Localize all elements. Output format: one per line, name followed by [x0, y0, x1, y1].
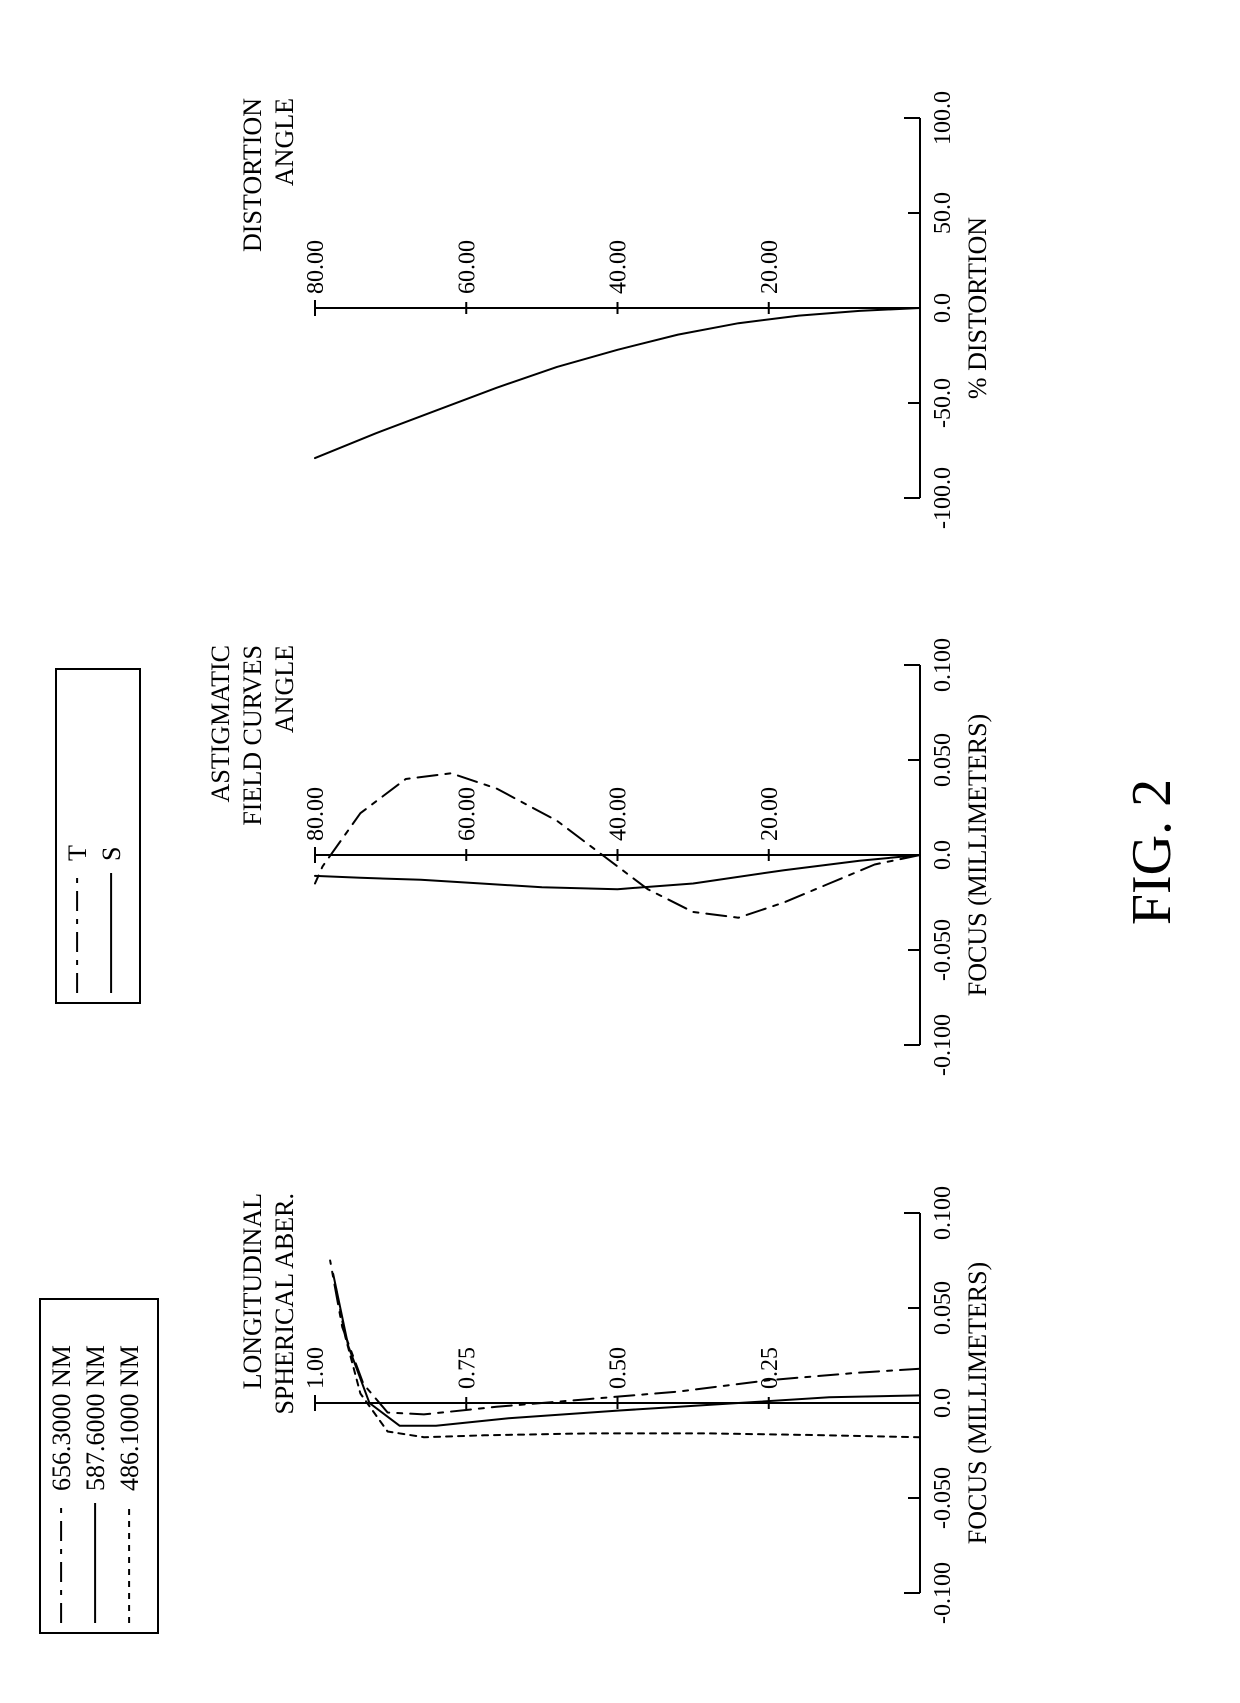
x-axis-label: FOCUS (MILLIMETERS) — [963, 714, 992, 996]
chart-title: DISTORTION — [238, 98, 267, 252]
x-axis-label: FOCUS (MILLIMETERS) — [963, 1262, 992, 1544]
x-tick-label: -0.050 — [930, 919, 956, 981]
series-distortion — [315, 308, 920, 458]
series-656.3000 NM — [330, 1261, 920, 1415]
chart_distortion: DISTORTIONANGLE 80.00 60.00 40.00 20.00 -100.… — [238, 91, 992, 529]
x-tick-label: -50.0 — [930, 378, 956, 428]
x-tick-label: 100.0 — [930, 91, 956, 145]
legend-box — [56, 669, 140, 1003]
legend-label: S — [97, 847, 126, 861]
figure-label: FIG. 2 — [1121, 779, 1183, 925]
rotated-stage: 656.3000 NM587.6000 NM486.1000 NM TS LONGI… — [40, 91, 1183, 1633]
y-tick-label: 60.00 — [454, 240, 480, 294]
x-tick-label: 0.050 — [930, 1281, 956, 1335]
chart_astigmatic: ASTIGMATICFIELD CURVESANGLE 80.00 60.00 40.… — [206, 638, 992, 1076]
y-tick-label: 40.00 — [606, 787, 632, 841]
x-tick-label: 50.0 — [930, 192, 956, 234]
x-tick-label: 0.100 — [930, 1186, 956, 1240]
legend-label: 587.6000 NM — [81, 1345, 110, 1491]
legend: 656.3000 NM587.6000 NM486.1000 NM — [40, 1299, 158, 1633]
x-tick-label: -100.0 — [930, 467, 956, 529]
y-tick-label: 0.25 — [757, 1347, 783, 1389]
figure-2: 656.3000 NM587.6000 NM486.1000 NM TS LONGI… — [0, 0, 1240, 1703]
chart-title: ANGLE — [270, 98, 299, 186]
y-tick-label: 20.00 — [757, 240, 783, 294]
chart-title: LONGITUDINAL — [238, 1193, 267, 1389]
x-tick-label: -0.100 — [930, 1562, 956, 1624]
y-tick-label: 0.50 — [606, 1347, 632, 1389]
x-tick-label: 0.0 — [930, 1388, 956, 1418]
y-tick-label: 40.00 — [606, 240, 632, 294]
y-tick-label: 80.00 — [303, 787, 329, 841]
y-tick-label: 20.00 — [757, 787, 783, 841]
y-tick-label: 0.75 — [454, 1347, 480, 1389]
x-tick-label: 0.100 — [930, 638, 956, 692]
legend-label: 486.1000 NM — [115, 1345, 144, 1491]
legend: TS — [56, 669, 140, 1003]
y-tick-label: 1.00 — [303, 1347, 329, 1389]
x-tick-label: 0.0 — [930, 840, 956, 870]
legend-label: T — [63, 845, 92, 861]
x-tick-label: 0.0 — [930, 293, 956, 323]
chart-title: ASTIGMATIC — [206, 645, 235, 802]
x-tick-label: -0.100 — [930, 1014, 956, 1076]
x-tick-label: 0.050 — [930, 733, 956, 787]
y-tick-label: 60.00 — [454, 787, 480, 841]
y-tick-label: 80.00 — [303, 240, 329, 294]
chart-title: FIELD CURVES — [238, 645, 267, 826]
chart_spherical: LONGITUDINALSPHERICAL ABER.1.00 0.75 0.50 0… — [238, 1186, 992, 1624]
x-tick-label: -0.050 — [930, 1467, 956, 1529]
x-axis-label: % DISTORTION — [963, 217, 992, 399]
chart-title: SPHERICAL ABER. — [270, 1193, 299, 1415]
legend-label: 656.3000 NM — [47, 1345, 76, 1491]
chart-title: ANGLE — [270, 645, 299, 733]
